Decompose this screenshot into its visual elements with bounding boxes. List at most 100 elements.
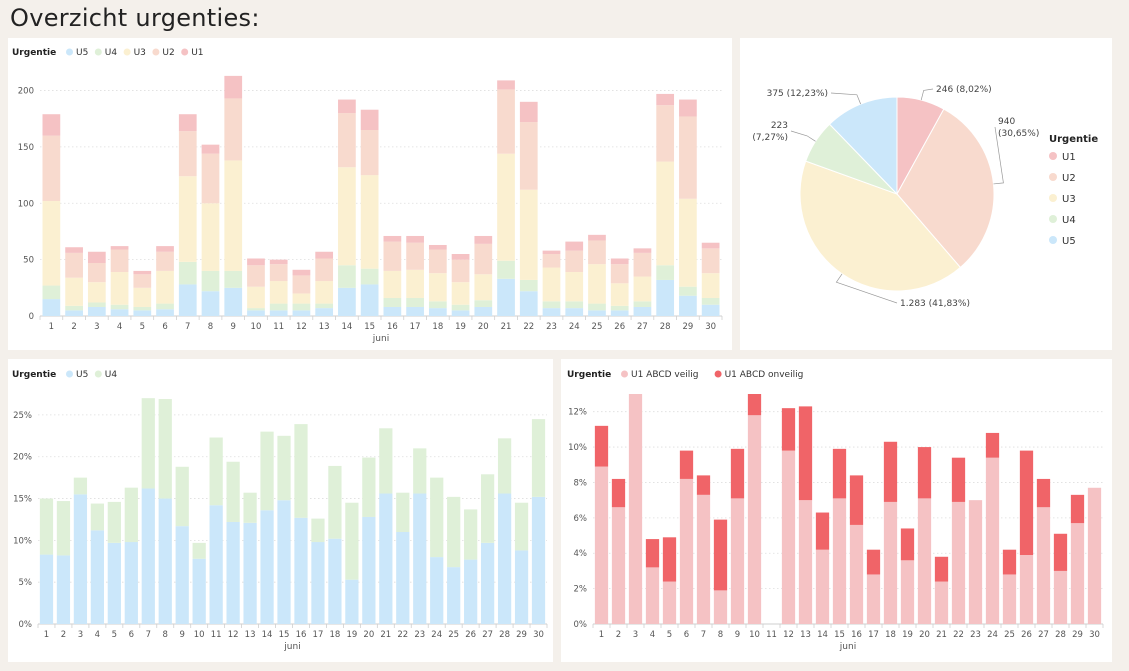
legend-marker-u3 bbox=[123, 48, 131, 56]
bar-u1-6 bbox=[156, 246, 174, 252]
bar-u5-10 bbox=[192, 558, 206, 624]
y-tick-label: 50 bbox=[23, 256, 34, 266]
bar-u1-abcd-onveilig-17 bbox=[866, 549, 881, 575]
bar-u1-15 bbox=[360, 109, 379, 130]
bar-u1-abcd-veilig-24 bbox=[985, 457, 1000, 624]
bar-u3-16 bbox=[383, 270, 402, 298]
x-tick-label: 17 bbox=[868, 630, 879, 640]
bar-u4-26 bbox=[464, 509, 478, 560]
bar-u1-3 bbox=[87, 251, 106, 264]
bar-u5-21 bbox=[497, 278, 515, 316]
bar-u1-21 bbox=[497, 80, 515, 90]
legend-label-u2: U2 bbox=[1062, 173, 1076, 184]
bar-u1-abcd-onveilig-27 bbox=[1036, 478, 1051, 508]
bar-u4-2 bbox=[56, 501, 71, 556]
bar-u1-2 bbox=[65, 247, 83, 253]
bar-u2-26 bbox=[610, 264, 629, 284]
chart-panel-u5-u4-share: Urgentie U5 U4 0% 5% 10% 15% 20% 25% 1 2 3 4 5 6 7 8 9 10 1… bbox=[8, 359, 553, 662]
bar-u1-29 bbox=[679, 99, 697, 117]
bar-u1-abcd-veilig-26 bbox=[1019, 555, 1034, 624]
legend-marker-u2 bbox=[1049, 173, 1057, 181]
x-tick-label: 2 bbox=[616, 630, 621, 640]
bar-u1-abcd-veilig-28 bbox=[1053, 570, 1068, 624]
bar-u4-18 bbox=[328, 465, 342, 539]
y-tick-label: 2% bbox=[574, 585, 588, 595]
bar-u5-19 bbox=[345, 579, 359, 624]
pie-data-label-u4: 223 (7,27%) bbox=[752, 121, 788, 143]
bar-u4-3 bbox=[73, 477, 88, 495]
x-tick-label: 10 bbox=[194, 630, 205, 640]
y-tick-label: 5% bbox=[19, 578, 33, 588]
bar-u1-abcd-veilig-16 bbox=[849, 524, 864, 624]
bar-u5-10 bbox=[247, 310, 265, 316]
x-tick-label: 22 bbox=[953, 630, 964, 640]
bar-u4-10 bbox=[247, 308, 265, 311]
legend-marker-u4 bbox=[94, 48, 102, 56]
bar-u3-19 bbox=[451, 282, 470, 305]
x-tick-label: 18 bbox=[432, 322, 443, 332]
bar-u5-28 bbox=[656, 279, 675, 316]
bar-u1-9 bbox=[224, 75, 243, 99]
bar-u3-8 bbox=[201, 203, 220, 271]
bar-u1-abcd-onveilig-12 bbox=[781, 408, 796, 451]
bar-u2-6 bbox=[156, 251, 174, 271]
legend-label-u1: U1 bbox=[1062, 152, 1076, 163]
bar-u1-abcd-veilig-29 bbox=[1070, 523, 1085, 624]
bar-u4-11 bbox=[269, 303, 288, 311]
legend-title: Urgentie bbox=[567, 370, 611, 380]
bar-u1-abcd-onveilig-28 bbox=[1053, 533, 1068, 571]
bar-u2-28 bbox=[656, 105, 675, 162]
x-tick-label: 20 bbox=[919, 630, 930, 640]
bar-u1-23 bbox=[542, 250, 561, 254]
bar-u4-21 bbox=[497, 260, 515, 279]
bar-u2-8 bbox=[201, 153, 220, 204]
x-tick-label: 6 bbox=[684, 630, 689, 640]
bar-u1-abcd-onveilig-20 bbox=[917, 447, 932, 499]
bar-u1-18 bbox=[428, 244, 447, 250]
chart-panel-urgency-pie: 246 (8,02%) 940 (30,65%) 1.283 (41,83%) 223(… bbox=[740, 38, 1112, 350]
x-tick-label: 25 bbox=[448, 630, 459, 640]
bar-u3-1 bbox=[42, 201, 61, 286]
bar-u4-28 bbox=[497, 438, 512, 494]
legend-label-u2: U2 bbox=[162, 48, 174, 58]
x-tick-label: 27 bbox=[482, 630, 493, 640]
bar-u2-5 bbox=[133, 274, 152, 288]
bar-u1-abcd-onveilig-7 bbox=[696, 475, 711, 495]
legend-label-u3: U3 bbox=[134, 48, 146, 58]
x-tick-label: 7 bbox=[185, 322, 190, 332]
bar-u5-20 bbox=[362, 516, 376, 624]
x-axis-label: juni bbox=[839, 642, 856, 652]
bar-u1-abcd-veilig-12 bbox=[781, 450, 796, 624]
pie-data-label-u1: 246 (8,02%) bbox=[936, 85, 992, 95]
bar-u1-abcd-veilig-19 bbox=[900, 560, 915, 624]
bar-u1-7 bbox=[178, 114, 197, 132]
x-tick-label: 8 bbox=[163, 630, 168, 640]
bar-u2-7 bbox=[178, 131, 197, 177]
bar-u1-abcd-onveilig-22 bbox=[951, 457, 966, 502]
bar-u1-12 bbox=[292, 269, 311, 276]
bar-u1-abcd-veilig-30 bbox=[1087, 487, 1102, 624]
bar-u5-11 bbox=[209, 505, 223, 624]
pie-chart-urgency: 246 (8,02%) 940 (30,65%) 1.283 (41,83%) 223(… bbox=[752, 85, 1098, 309]
bar-u3-12 bbox=[292, 293, 311, 304]
bar-u1-abcd-onveilig-26 bbox=[1019, 450, 1034, 555]
bar-u5-5 bbox=[107, 542, 121, 624]
x-tick-label: 25 bbox=[592, 322, 603, 332]
bar-u5-29 bbox=[679, 295, 697, 316]
x-tick-label: 26 bbox=[465, 630, 476, 640]
x-tick-label: 3 bbox=[94, 322, 99, 332]
bar-u4-24 bbox=[430, 477, 444, 558]
bar-u5-7 bbox=[178, 284, 197, 316]
x-tick-label: 11 bbox=[273, 322, 284, 332]
bar-u2-20 bbox=[474, 243, 493, 275]
bar-u2-4 bbox=[110, 249, 129, 273]
y-tick-label: 10% bbox=[13, 536, 32, 546]
bar-u4-22 bbox=[396, 492, 410, 532]
bar-u1-abcd-veilig-1 bbox=[594, 466, 609, 624]
y-tick-label: 10% bbox=[568, 443, 587, 453]
bar-u2-9 bbox=[224, 98, 243, 161]
x-tick-label: 17 bbox=[410, 322, 421, 332]
bar-u4-29 bbox=[514, 502, 529, 551]
bar-u3-21 bbox=[497, 153, 515, 261]
legend-marker-u1-abcd-onveilig bbox=[714, 370, 722, 378]
